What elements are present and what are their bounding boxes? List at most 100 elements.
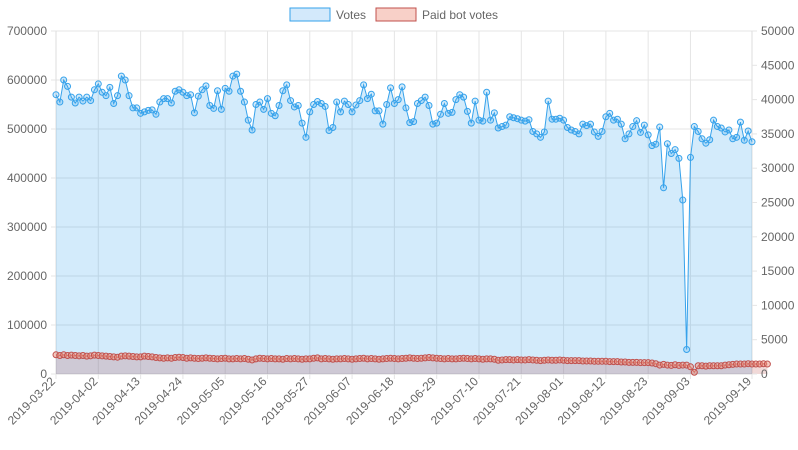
point-paid-bot-votes[interactable] bbox=[686, 363, 694, 371]
point-votes[interactable] bbox=[260, 105, 268, 113]
point-votes[interactable] bbox=[233, 70, 241, 78]
point-votes[interactable] bbox=[106, 83, 114, 91]
point-votes[interactable] bbox=[629, 123, 637, 131]
point-votes[interactable] bbox=[356, 97, 364, 105]
point-votes[interactable] bbox=[575, 130, 583, 138]
point-votes[interactable] bbox=[725, 126, 733, 134]
legend-item-votes[interactable]: Votes bbox=[289, 7, 366, 22]
point-votes[interactable] bbox=[287, 97, 295, 105]
point-votes[interactable] bbox=[64, 82, 72, 90]
point-votes[interactable] bbox=[125, 92, 133, 100]
point-votes[interactable] bbox=[579, 120, 587, 128]
point-votes[interactable] bbox=[460, 93, 468, 101]
point-votes[interactable] bbox=[471, 97, 479, 105]
point-votes[interactable] bbox=[137, 109, 145, 117]
point-votes[interactable] bbox=[613, 115, 621, 123]
point-votes[interactable] bbox=[567, 126, 575, 134]
point-votes[interactable] bbox=[648, 142, 656, 150]
point-votes[interactable] bbox=[740, 136, 748, 144]
point-votes[interactable] bbox=[621, 135, 629, 143]
point-votes[interactable] bbox=[263, 95, 271, 103]
point-votes[interactable] bbox=[90, 86, 98, 94]
point-votes[interactable] bbox=[229, 72, 237, 80]
point-votes[interactable] bbox=[140, 108, 148, 116]
point-votes[interactable] bbox=[502, 121, 510, 129]
point-votes[interactable] bbox=[217, 105, 225, 113]
point-votes[interactable] bbox=[152, 110, 160, 118]
point-votes[interactable] bbox=[210, 104, 218, 112]
point-votes[interactable] bbox=[344, 101, 352, 108]
point-votes[interactable] bbox=[467, 119, 475, 127]
point-votes[interactable] bbox=[337, 108, 345, 116]
point-votes[interactable] bbox=[110, 100, 118, 108]
point-votes[interactable] bbox=[171, 87, 179, 95]
point-votes[interactable] bbox=[202, 82, 210, 90]
point-votes[interactable] bbox=[544, 97, 552, 105]
point-votes[interactable] bbox=[244, 116, 252, 124]
point-votes[interactable] bbox=[698, 135, 706, 143]
point-votes[interactable] bbox=[240, 98, 248, 106]
point-votes[interactable] bbox=[387, 84, 395, 92]
legend-item-paid-bot-votes[interactable]: Paid bot votes bbox=[375, 7, 498, 22]
point-votes[interactable] bbox=[710, 116, 718, 124]
point-votes[interactable] bbox=[56, 98, 64, 106]
point-votes[interactable] bbox=[421, 93, 429, 101]
point-votes[interactable] bbox=[352, 101, 360, 109]
point-votes[interactable] bbox=[706, 136, 714, 144]
point-votes[interactable] bbox=[363, 95, 371, 103]
point-votes[interactable] bbox=[494, 124, 502, 132]
point-votes[interactable] bbox=[640, 121, 648, 129]
point-votes[interactable] bbox=[190, 109, 198, 117]
point-votes[interactable] bbox=[721, 128, 729, 136]
point-votes[interactable] bbox=[167, 99, 175, 107]
point-votes[interactable] bbox=[540, 128, 548, 136]
point-votes[interactable] bbox=[114, 92, 122, 100]
point-votes[interactable] bbox=[148, 106, 156, 114]
point-votes[interactable] bbox=[487, 116, 495, 124]
point-votes[interactable] bbox=[133, 104, 141, 112]
point-votes[interactable] bbox=[121, 76, 129, 84]
point-votes[interactable] bbox=[594, 132, 602, 140]
point-votes[interactable] bbox=[525, 116, 533, 124]
point-votes[interactable] bbox=[556, 114, 564, 122]
point-votes[interactable] bbox=[448, 108, 456, 116]
point-votes[interactable] bbox=[52, 91, 60, 99]
point-votes[interactable] bbox=[306, 108, 314, 116]
point-votes[interactable] bbox=[271, 112, 279, 120]
point-votes[interactable] bbox=[660, 184, 668, 192]
point-paid-bot-votes[interactable] bbox=[763, 360, 771, 368]
point-votes[interactable] bbox=[636, 128, 644, 136]
point-votes[interactable] bbox=[379, 120, 387, 128]
point-votes[interactable] bbox=[313, 98, 321, 106]
point-votes[interactable] bbox=[625, 130, 633, 138]
point-votes[interactable] bbox=[333, 98, 341, 106]
point-votes[interactable] bbox=[513, 115, 521, 123]
point-votes[interactable] bbox=[187, 91, 195, 99]
point-votes[interactable] bbox=[256, 98, 264, 106]
point-votes[interactable] bbox=[663, 140, 671, 148]
point-votes[interactable] bbox=[479, 117, 487, 125]
point-votes[interactable] bbox=[87, 97, 95, 105]
point-votes[interactable] bbox=[360, 81, 368, 89]
point-votes[interactable] bbox=[225, 87, 233, 95]
point-votes[interactable] bbox=[321, 102, 329, 110]
point-votes[interactable] bbox=[583, 122, 591, 130]
point-votes[interactable] bbox=[294, 101, 302, 109]
point-votes[interactable] bbox=[736, 118, 744, 126]
point-votes[interactable] bbox=[713, 123, 721, 131]
point-votes[interactable] bbox=[402, 104, 410, 112]
point-votes[interactable] bbox=[452, 96, 460, 104]
point-votes[interactable] bbox=[164, 95, 172, 103]
point-votes[interactable] bbox=[67, 93, 75, 101]
point-votes[interactable] bbox=[102, 92, 110, 100]
point-votes[interactable] bbox=[394, 96, 402, 104]
point-votes[interactable] bbox=[686, 153, 694, 161]
point-votes[interactable] bbox=[483, 88, 491, 96]
point-votes[interactable] bbox=[644, 131, 652, 139]
point-votes[interactable] bbox=[237, 87, 245, 95]
point-votes[interactable] bbox=[367, 90, 375, 98]
point-votes[interactable] bbox=[748, 138, 756, 146]
point-votes[interactable] bbox=[71, 99, 79, 107]
point-votes[interactable] bbox=[679, 196, 687, 204]
point-votes[interactable] bbox=[463, 107, 471, 115]
